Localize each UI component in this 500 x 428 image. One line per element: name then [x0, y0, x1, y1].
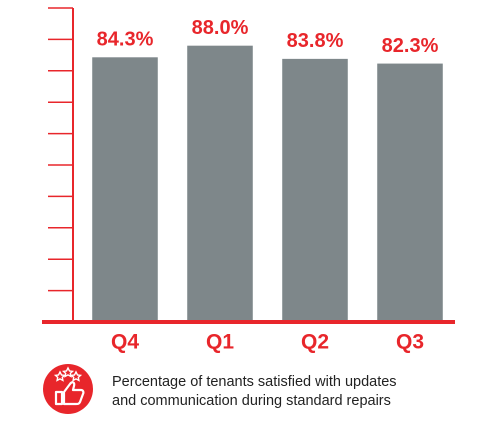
bar [282, 58, 348, 322]
bar [187, 45, 253, 323]
x-tick-label: Q2 [301, 331, 329, 354]
x-tick-label: Q1 [206, 331, 234, 354]
x-tick-label: Q4 [111, 331, 139, 354]
caption: and communication during standard repair… [112, 393, 391, 409]
value-label: 84.3% [97, 29, 154, 51]
x-tick-label: Q3 [396, 331, 424, 354]
value-label: 88.0% [192, 17, 249, 39]
value-label: 82.3% [382, 35, 439, 57]
bar [377, 63, 443, 322]
bar [92, 57, 158, 322]
icon [43, 364, 93, 414]
caption: Percentage of tenants satisfied with upd… [112, 374, 397, 390]
value-label: 83.8% [287, 30, 344, 52]
